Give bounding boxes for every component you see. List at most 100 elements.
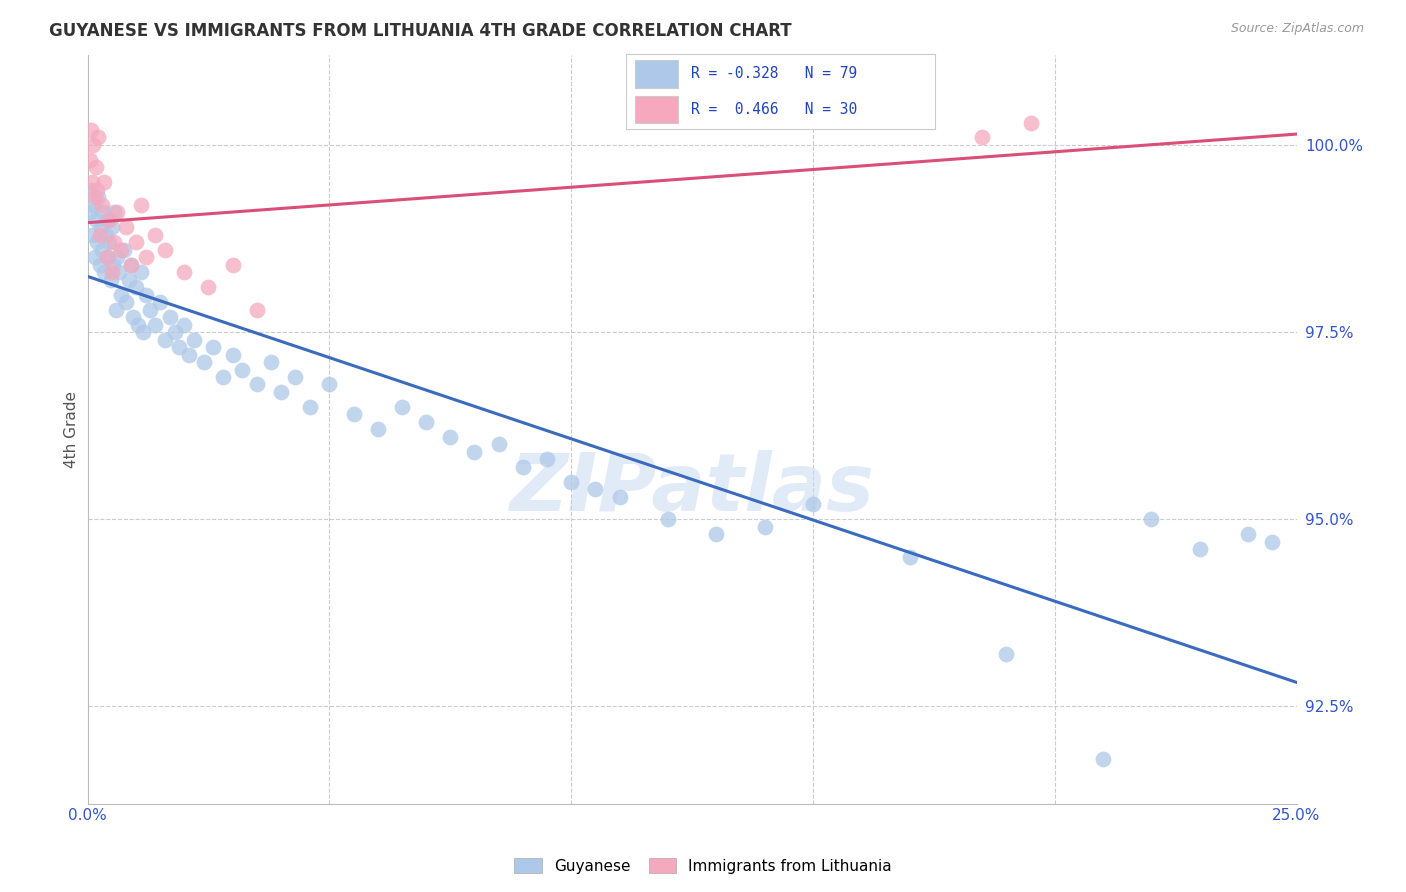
Point [80, 123, 103, 137]
Point [153, 243, 176, 257]
Point [96, 212, 118, 227]
Point [101, 258, 124, 272]
Point [110, 243, 132, 257]
Point [89, 227, 111, 242]
Point [83, 250, 105, 264]
Point [82, 198, 104, 212]
Text: R = -0.328   N = 79: R = -0.328 N = 79 [690, 67, 856, 81]
Point [135, 250, 157, 264]
Point [536, 452, 558, 467]
Point [898, 549, 921, 564]
Point [439, 430, 461, 444]
Point [115, 295, 138, 310]
Point [87, 190, 110, 204]
FancyBboxPatch shape [636, 96, 678, 123]
Point [463, 445, 485, 459]
Point [108, 265, 131, 279]
Text: GUYANESE VS IMMIGRANTS FROM LITHUANIA 4TH GRADE CORRELATION CHART: GUYANESE VS IMMIGRANTS FROM LITHUANIA 4T… [49, 22, 792, 40]
Point [82, 138, 104, 153]
Point [91, 198, 114, 212]
Point [96, 250, 118, 264]
Point [110, 287, 132, 301]
Point [82, 175, 104, 189]
Text: Source: ZipAtlas.com: Source: ZipAtlas.com [1230, 22, 1364, 36]
Point [512, 459, 534, 474]
Point [86, 235, 108, 250]
Point [1092, 752, 1115, 766]
Point [972, 130, 994, 145]
Point [488, 437, 510, 451]
Point [163, 325, 186, 339]
Legend: Guyanese, Immigrants from Lithuania: Guyanese, Immigrants from Lithuania [508, 852, 898, 880]
Point [139, 302, 162, 317]
Point [120, 258, 142, 272]
Point [125, 280, 148, 294]
Point [100, 265, 122, 279]
Point [560, 475, 582, 489]
Point [143, 227, 166, 242]
Point [1237, 527, 1260, 541]
Text: R =  0.466   N = 30: R = 0.466 N = 30 [690, 102, 856, 117]
Point [100, 220, 122, 235]
Point [94, 227, 117, 242]
Point [231, 362, 253, 376]
Point [122, 310, 145, 325]
Point [104, 302, 127, 317]
Point [100, 273, 122, 287]
Point [79, 153, 101, 167]
Point [112, 243, 135, 257]
Point [86, 183, 108, 197]
Point [197, 280, 219, 294]
Point [135, 287, 157, 301]
Point [143, 318, 166, 332]
Point [84, 161, 107, 175]
Point [260, 355, 283, 369]
Point [1188, 542, 1211, 557]
Point [657, 512, 679, 526]
Point [82, 227, 104, 242]
Point [270, 384, 292, 399]
Point [202, 340, 225, 354]
Point [212, 370, 235, 384]
Point [415, 415, 437, 429]
Point [177, 347, 200, 361]
Point [149, 295, 172, 310]
Text: ZIPatlas: ZIPatlas [509, 450, 875, 528]
Point [103, 235, 125, 250]
Point [91, 243, 114, 257]
Point [97, 250, 120, 264]
Point [118, 273, 141, 287]
Point [298, 400, 321, 414]
Point [105, 205, 128, 219]
Point [342, 408, 364, 422]
Point [704, 527, 727, 541]
Point [367, 422, 389, 436]
Point [391, 400, 413, 414]
Point [754, 519, 776, 533]
Point [995, 647, 1018, 661]
Point [129, 265, 152, 279]
Point [609, 490, 631, 504]
FancyBboxPatch shape [636, 61, 678, 87]
Point [83, 190, 105, 204]
Point [125, 235, 148, 250]
Point [183, 333, 205, 347]
Point [103, 205, 125, 219]
Point [173, 318, 195, 332]
Point [79, 205, 101, 219]
Point [246, 377, 269, 392]
Point [153, 333, 176, 347]
Point [91, 205, 114, 219]
Point [98, 212, 121, 227]
Point [98, 235, 121, 250]
Point [221, 347, 243, 361]
Y-axis label: 4th Grade: 4th Grade [65, 391, 79, 468]
Point [1019, 115, 1042, 129]
Point [169, 340, 191, 354]
Point [129, 198, 152, 212]
Point [120, 258, 142, 272]
Point [1140, 512, 1163, 526]
Point [105, 250, 128, 264]
Point [87, 130, 110, 145]
Point [318, 377, 340, 392]
